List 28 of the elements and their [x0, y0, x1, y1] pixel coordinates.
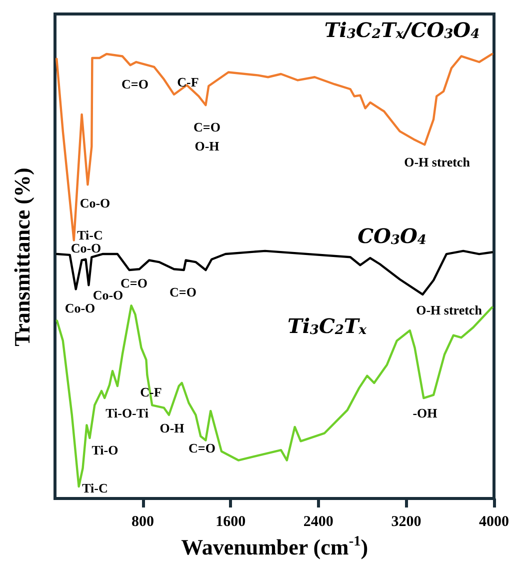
x-tick-label: 3200: [391, 514, 422, 530]
annotation: C=O: [122, 76, 148, 92]
annotation: -OH: [412, 406, 438, 420]
annotation: Co-O: [64, 300, 96, 316]
annotation: C=O: [170, 284, 196, 300]
annotation: Ti-O-Ti: [106, 406, 149, 420]
x-tick-label: 4000: [479, 514, 509, 530]
x-tick-label: 2400: [303, 514, 334, 530]
annotation: C-F: [177, 74, 199, 90]
annotation: Co-O: [92, 288, 124, 302]
text: Ti3C2Tx/CO3O4: [324, 18, 480, 42]
annotation: C=O: [194, 120, 220, 134]
annotation: O-H stretch: [404, 154, 471, 170]
annotation: O-H: [194, 138, 220, 154]
series-label: CO3O4: [358, 224, 426, 248]
annotation: Ti-C: [82, 480, 108, 496]
annotation: O-H stretch: [416, 302, 483, 318]
annotation: Ti-C: [77, 228, 103, 242]
x-tick-label: 800: [132, 514, 154, 530]
annotation: Co-O: [70, 240, 102, 256]
x-tick-label: 1600: [216, 514, 246, 530]
annotation: C=O: [188, 440, 216, 456]
annotation: Ti-O: [92, 442, 118, 458]
series-label: Ti3C2Tx: [287, 314, 367, 338]
annotation: O-H: [160, 420, 184, 436]
y-axis-title: Transmittance (%): [10, 168, 34, 346]
annotation: Co-O: [80, 196, 110, 210]
annotation: C=O: [120, 276, 148, 290]
